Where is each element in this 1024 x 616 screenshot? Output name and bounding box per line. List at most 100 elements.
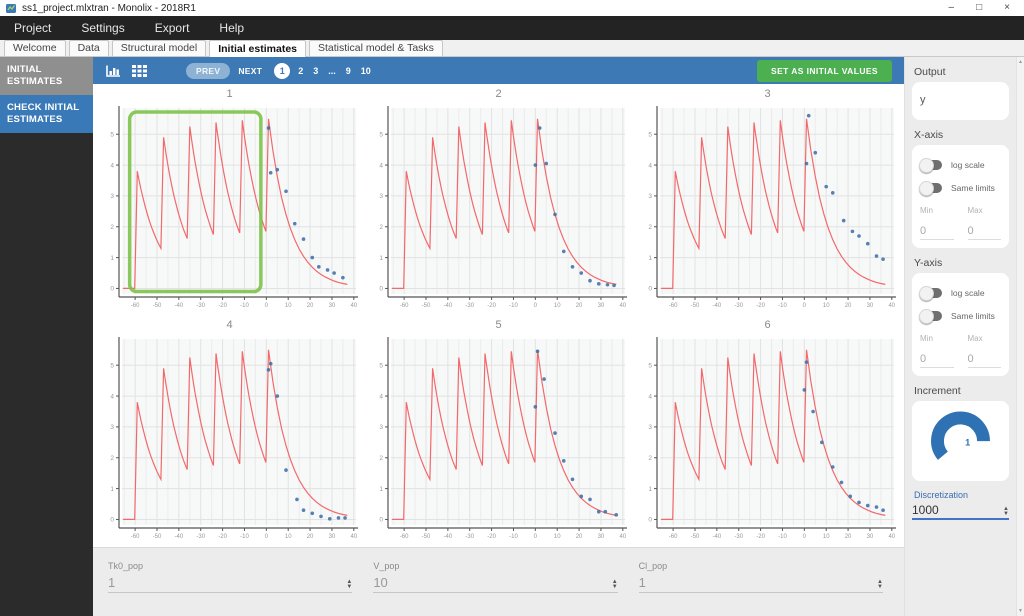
- discretization-field: ▲▼: [912, 503, 1009, 520]
- menu-settings[interactable]: Settings: [81, 21, 125, 35]
- svg-text:0: 0: [802, 303, 806, 309]
- subplot-4[interactable]: 4 0 1 2 3 4 5 -60 -50 -40 -30 -20 -10 0 10 20 30 40: [95, 317, 364, 548]
- tab-data[interactable]: Data: [68, 40, 109, 56]
- app-icon: [6, 3, 16, 13]
- observation-dot: [596, 509, 601, 514]
- svg-text:2: 2: [110, 224, 114, 231]
- svg-text:-10: -10: [509, 534, 518, 540]
- output-value[interactable]: y: [920, 94, 926, 106]
- svg-text:20: 20: [844, 303, 851, 309]
- observation-dot: [603, 509, 607, 514]
- y-axis-max-input[interactable]: [967, 353, 1001, 368]
- page-button-1[interactable]: 1: [274, 62, 291, 79]
- observation-dot: [552, 430, 557, 435]
- svg-text:3: 3: [110, 424, 114, 431]
- x-axis-same-limits-toggle[interactable]: [919, 181, 942, 196]
- x-axis-min-input[interactable]: [920, 225, 954, 240]
- sidebar-item-initial-estimates[interactable]: INITIAL ESTIMATES: [0, 57, 93, 95]
- maximize-icon[interactable]: □: [976, 2, 983, 13]
- svg-text:0: 0: [648, 516, 652, 523]
- discretization-stepper[interactable]: ▲ ▼: [1003, 506, 1009, 517]
- page-button-9[interactable]: 9: [345, 65, 351, 76]
- svg-text:1: 1: [110, 485, 114, 492]
- sidebar-item-check-initial-estimates[interactable]: CHECK INITIAL ESTIMATES: [0, 94, 93, 133]
- x-axis-section-label: X-axis: [914, 129, 944, 141]
- subplot-canvas-2[interactable]: 0 1 2 3 4 5 -60 -50 -40 -30 -20 -10 0 10 20 30 40: [366, 103, 632, 309]
- subplot-5[interactable]: 5 0 1 2 3 4 5 -60 -50 -40 -30 -20 -10 0 10 20 30 40: [364, 317, 633, 548]
- svg-text:1: 1: [648, 485, 652, 492]
- minimize-icon[interactable]: –: [948, 2, 955, 13]
- observation-dot: [336, 515, 340, 520]
- tab-welcome[interactable]: Welcome: [4, 40, 66, 56]
- chart-view-icon[interactable]: [105, 64, 121, 78]
- prev-button[interactable]: PREV: [186, 62, 231, 79]
- param-stepper-V_pop[interactable]: ▲ ▼: [611, 579, 618, 590]
- subplot-6[interactable]: 6 0 1 2 3 4 5 -60 -50 -40 -30 -20 -10 0 10 20 30 40: [633, 317, 902, 548]
- observation-dot: [268, 361, 273, 365]
- menu-export[interactable]: Export: [154, 21, 190, 35]
- x-axis-max-input[interactable]: [967, 225, 1001, 240]
- param-field-Cl_pop: Cl_pop ▲▼: [638, 561, 883, 616]
- scroll-down-icon[interactable]: ▼: [1018, 608, 1023, 614]
- subplot-grid: 1 0 1 2 3 4 5 -60 -50 -40 -30 -20 -10 0 10 20 30 40 2 0 1 2 3 4…: [93, 84, 904, 547]
- increment-dial[interactable]: 1: [920, 406, 1001, 476]
- param-input-Tk0_pop[interactable]: [108, 575, 347, 590]
- param-stepper-Tk0_pop[interactable]: ▲ ▼: [346, 579, 353, 590]
- svg-text:-30: -30: [734, 534, 743, 540]
- param-label: Cl_pop: [638, 561, 668, 571]
- close-icon[interactable]: ×: [1004, 2, 1010, 13]
- page-button-10[interactable]: 10: [360, 65, 371, 76]
- observation-dot: [292, 221, 297, 226]
- observation-dot: [605, 282, 609, 287]
- set-as-initial-values-button[interactable]: SET AS INITIAL VALUES: [757, 59, 892, 82]
- svg-text:-50: -50: [152, 303, 161, 309]
- zoom-selection-highlight: [127, 110, 263, 294]
- subplot-canvas-1[interactable]: 0 1 2 3 4 5 -60 -50 -40 -30 -20 -10 0 10 20 30 40: [97, 103, 363, 309]
- param-stepper-Cl_pop[interactable]: ▲ ▼: [877, 579, 883, 590]
- svg-text:-10: -10: [240, 303, 249, 309]
- svg-text:-60: -60: [130, 303, 139, 309]
- subplot-canvas-3[interactable]: 0 1 2 3 4 5 -60 -50 -40 -30 -20 -10 0 10 20 30 40: [635, 103, 901, 309]
- subplot-canvas-4[interactable]: 0 1 2 3 4 5 -60 -50 -40 -30 -20 -10 0 10 20 30 40: [97, 334, 363, 540]
- x-axis-log-scale-toggle[interactable]: [919, 158, 942, 173]
- observation-dot: [340, 275, 345, 280]
- observation-dot: [274, 167, 279, 172]
- observation-dot: [841, 218, 846, 223]
- scroll-up-icon[interactable]: ▲: [1018, 59, 1023, 65]
- panel-scrollbar[interactable]: ▲ ▼: [1016, 57, 1024, 616]
- tab-statistical-model-tasks[interactable]: Statistical model & Tasks: [309, 40, 443, 56]
- observation-dot: [804, 359, 808, 364]
- svg-text:-20: -20: [487, 534, 496, 540]
- menu-help[interactable]: Help: [219, 21, 245, 35]
- observation-dot: [266, 126, 270, 130]
- svg-text:-60: -60: [399, 534, 408, 540]
- subplot-canvas-5[interactable]: 0 1 2 3 4 5 -60 -50 -40 -30 -20 -10 0 10 20 30 40: [366, 334, 632, 540]
- svg-text:-40: -40: [443, 303, 452, 309]
- observation-dot: [874, 254, 878, 258]
- subplot-3[interactable]: 3 0 1 2 3 4 5 -60 -50 -40 -30 -20 -10 0 10 20 30 40: [633, 86, 902, 317]
- y-axis-log-scale-toggle[interactable]: [919, 286, 942, 301]
- page-button-2[interactable]: 2: [298, 65, 304, 76]
- menu-project[interactable]: Project: [14, 21, 52, 35]
- svg-text:5: 5: [110, 132, 114, 139]
- subplot-1[interactable]: 1 0 1 2 3 4 5 -60 -50 -40 -30 -20 -10 0 10 20 30 40: [95, 86, 364, 317]
- page-button-3[interactable]: 3: [313, 65, 319, 76]
- tab-initial-estimates[interactable]: Initial estimates: [209, 40, 306, 57]
- y-axis-same-limits-toggle[interactable]: [919, 309, 942, 324]
- param-input-Cl_pop[interactable]: [638, 575, 878, 590]
- y-axis-max-label: Max: [967, 334, 983, 343]
- svg-text:3: 3: [379, 193, 383, 200]
- tab-structural-model[interactable]: Structural model: [111, 40, 207, 56]
- svg-text:-50: -50: [152, 534, 161, 540]
- observation-dot: [613, 512, 618, 517]
- grid-view-icon[interactable]: [132, 64, 147, 77]
- next-button[interactable]: NEXT: [238, 65, 263, 76]
- y-axis-min-input[interactable]: [920, 353, 954, 368]
- observation-dot: [856, 500, 861, 504]
- observation-dot: [535, 349, 539, 353]
- param-input-V_pop[interactable]: [373, 575, 612, 590]
- subplot-2[interactable]: 2 0 1 2 3 4 5 -60 -50 -40 -30 -20 -10 0 10 20 30 40: [364, 86, 633, 317]
- discretization-input[interactable]: [912, 503, 1004, 517]
- observation-dot: [342, 515, 347, 520]
- subplot-canvas-6[interactable]: 0 1 2 3 4 5 -60 -50 -40 -30 -20 -10 0 10 20 30 40: [635, 334, 901, 540]
